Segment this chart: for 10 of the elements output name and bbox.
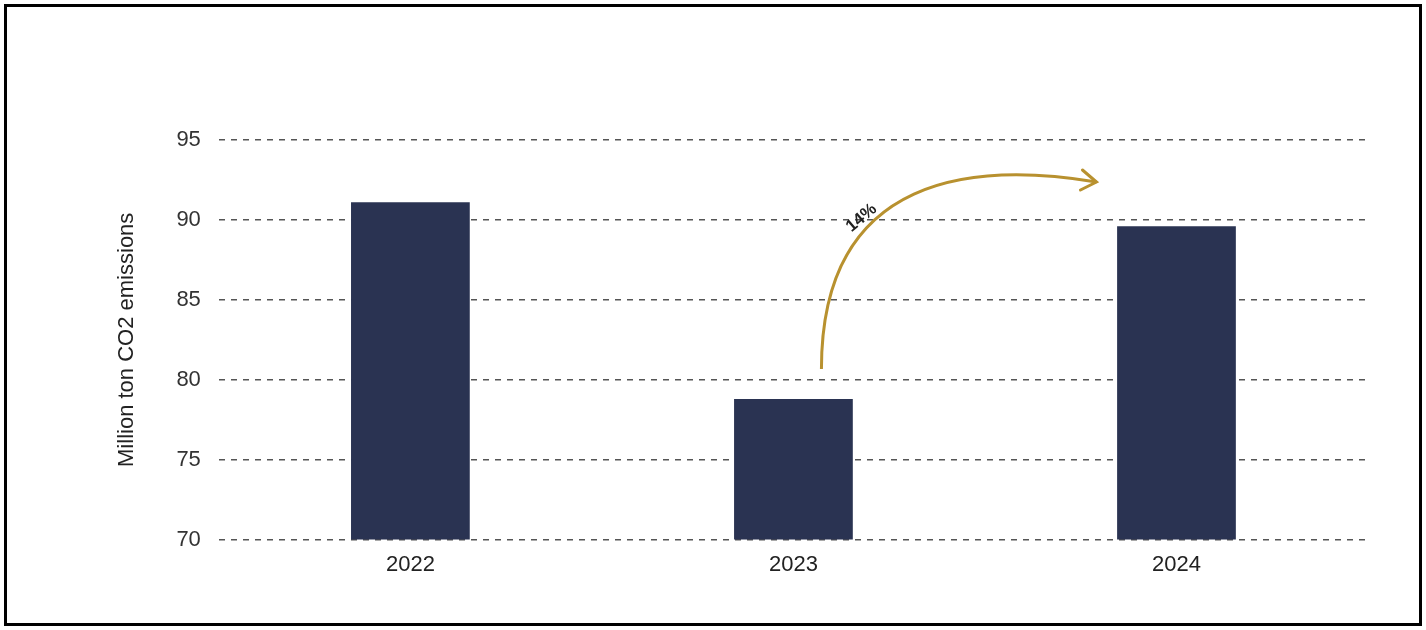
x-tick-label: 2022	[385, 550, 435, 576]
y-tick-label: 70	[176, 525, 201, 551]
y-tick-label: 80	[176, 365, 201, 391]
y-tick-label: 75	[176, 445, 201, 471]
y-tick-label: 95	[176, 126, 201, 152]
y-axis-title: Million ton CO2 emissions	[113, 212, 139, 467]
y-tick-label: 85	[176, 285, 201, 311]
x-tick-label: 2023	[768, 550, 818, 576]
y-tick-label: 90	[176, 205, 201, 231]
x-tick-label: 2024	[1152, 550, 1201, 576]
